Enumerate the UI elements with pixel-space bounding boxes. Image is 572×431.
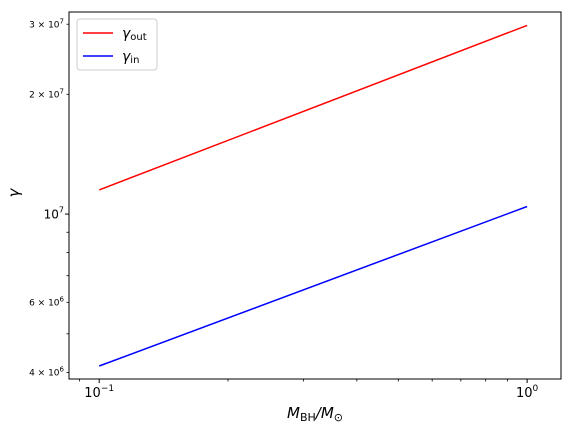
y-tick-label: 6 × 106	[29, 295, 64, 308]
series-line-gamma-out	[98, 24, 528, 191]
y-tick-label: 3 × 107	[29, 17, 64, 30]
y-tick-label: 107	[44, 205, 64, 221]
series-line-gamma-in	[98, 205, 528, 367]
legend: γout γin	[76, 18, 158, 71]
axis-ticks: 10−1 100 4 × 106 6 × 106 107 2 × 107 3 × 107	[29, 17, 538, 401]
axes-frame	[68, 11, 562, 380]
y-tick-label: 2 × 107	[29, 87, 64, 100]
y-tick-label: 4 × 106	[29, 366, 64, 379]
x-axis-label: MBH/M⊙	[287, 404, 343, 424]
x-tick-label: 100	[516, 384, 539, 401]
legend-label-gamma-in: γin	[122, 49, 139, 66]
x-tick-label: 10−1	[84, 384, 114, 401]
y-axis-label: γ	[5, 187, 23, 197]
legend-label-gamma-out: γout	[122, 26, 147, 43]
chart-marks	[98, 24, 528, 367]
legend-box	[76, 18, 158, 71]
